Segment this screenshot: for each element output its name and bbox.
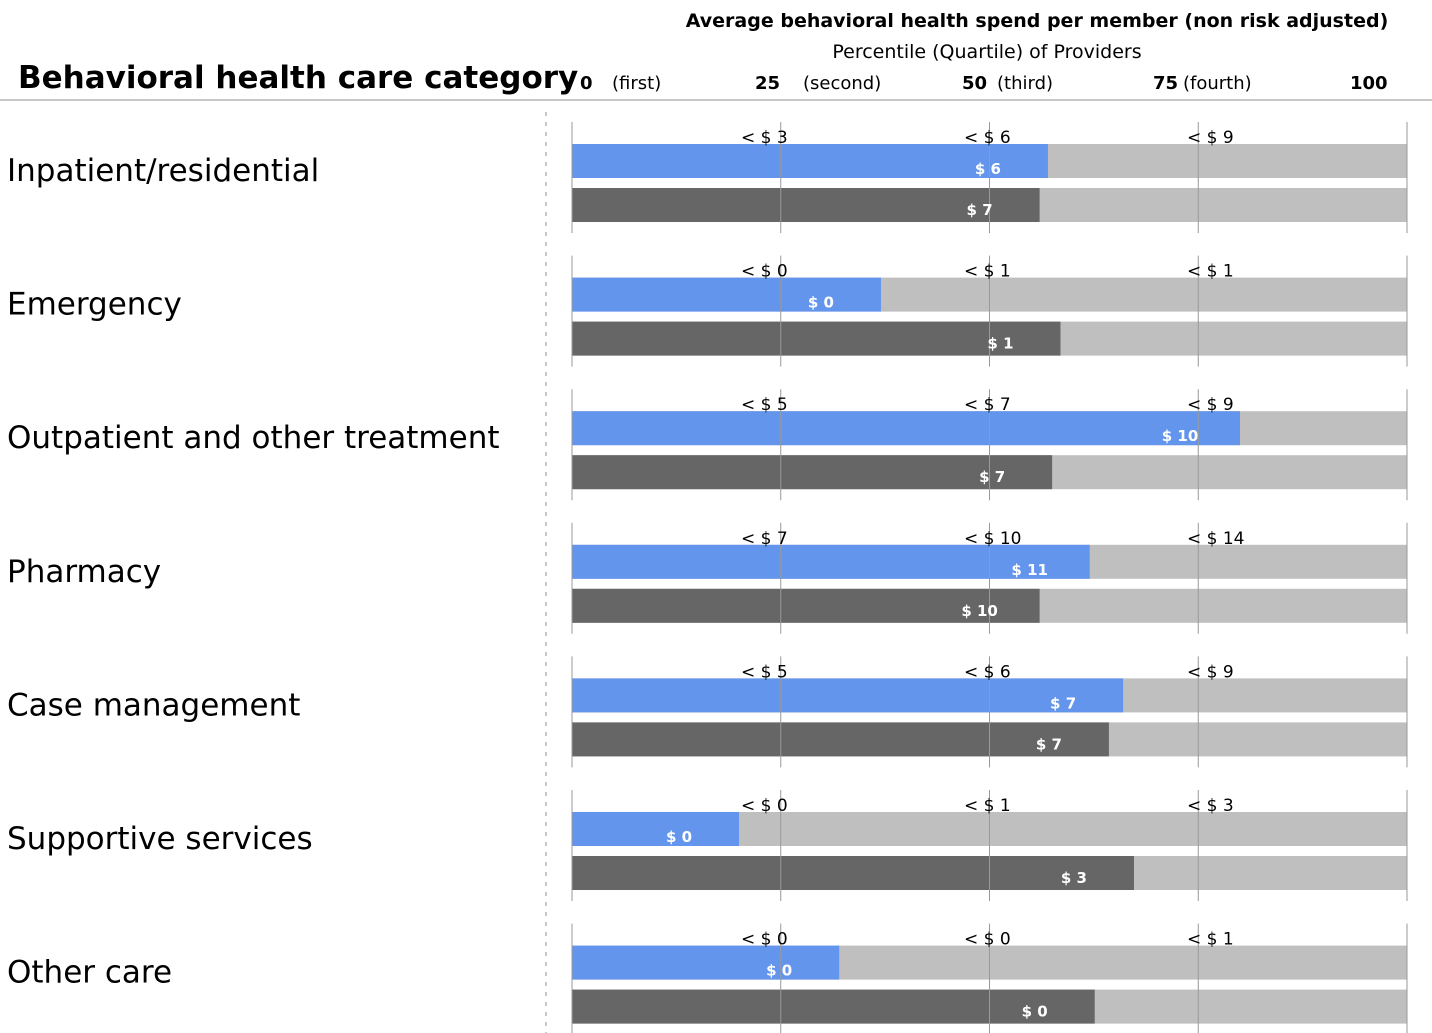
threshold-label-inpatient-residential-1: < $ 3 [741, 128, 788, 148]
scale-tick-qualifier-50: (third) [997, 73, 1053, 94]
threshold-label-case-management-2: < $ 6 [964, 662, 1011, 682]
value-label-emergency-series-1: $ 0 [808, 294, 834, 312]
threshold-label-supportive-services-3: < $ 3 [1187, 796, 1234, 816]
bar-case-management-series-2 [572, 722, 1109, 757]
scale-tick-75: 75 [1153, 73, 1178, 94]
threshold-label-emergency-1: < $ 0 [741, 262, 788, 282]
category-header: Behavioral health care category [18, 60, 578, 96]
threshold-label-other-care-3: < $ 1 [1187, 930, 1234, 950]
category-label-pharmacy: Pharmacy [7, 554, 161, 590]
threshold-label-supportive-services-2: < $ 1 [964, 796, 1011, 816]
category-label-other-care: Other care [7, 955, 172, 991]
scale-tick-50: 50 [962, 73, 987, 94]
value-label-emergency-series-2: $ 1 [987, 335, 1013, 353]
value-label-outpatient-and-other-treatment-series-2: $ 7 [979, 468, 1005, 486]
threshold-label-outpatient-and-other-treatment-3: < $ 9 [1187, 395, 1234, 415]
chart-title: Average behavioral health spend per memb… [686, 10, 1389, 32]
value-label-pharmacy-series-2: $ 10 [961, 602, 998, 620]
bar-other-care-series-1 [572, 945, 840, 980]
bar-pharmacy-series-1 [572, 544, 1090, 579]
scale-tick-100: 100 [1350, 73, 1388, 94]
bar-pharmacy-series-2 [572, 588, 1040, 623]
bar-emergency-series-2 [572, 321, 1061, 356]
category-label-emergency: Emergency [7, 287, 182, 323]
bar-outpatient-and-other-treatment-series-2 [572, 455, 1053, 490]
scale-tick-qualifier-75: (fourth) [1183, 73, 1252, 94]
threshold-label-inpatient-residential-3: < $ 9 [1187, 128, 1234, 148]
value-label-other-care-series-2: $ 0 [1022, 1003, 1048, 1021]
value-label-inpatient-residential-series-1: $ 6 [975, 160, 1001, 178]
threshold-label-pharmacy-1: < $ 7 [741, 529, 788, 549]
threshold-label-inpatient-residential-2: < $ 6 [964, 128, 1011, 148]
category-label-outpatient-and-other-treatment: Outpatient and other treatment [7, 420, 500, 456]
category-label-inpatient-residential: Inpatient/residential [7, 153, 319, 189]
value-label-other-care-series-1: $ 0 [766, 962, 792, 980]
bar-emergency-series-1 [572, 277, 881, 312]
bar-outpatient-and-other-treatment-series-1 [572, 411, 1240, 446]
threshold-label-case-management-1: < $ 5 [741, 662, 788, 682]
value-label-inpatient-residential-series-2: $ 7 [967, 201, 993, 219]
threshold-label-outpatient-and-other-treatment-1: < $ 5 [741, 395, 788, 415]
value-label-supportive-services-series-2: $ 3 [1061, 869, 1087, 887]
threshold-label-outpatient-and-other-treatment-2: < $ 7 [964, 395, 1011, 415]
value-label-outpatient-and-other-treatment-series-1: $ 10 [1162, 427, 1199, 445]
category-label-supportive-services: Supportive services [7, 821, 313, 857]
bar-case-management-series-1 [572, 678, 1124, 713]
threshold-label-other-care-1: < $ 0 [741, 930, 788, 950]
threshold-label-pharmacy-3: < $ 14 [1187, 529, 1245, 549]
threshold-label-emergency-3: < $ 1 [1187, 262, 1234, 282]
bar-supportive-services-series-2 [572, 856, 1134, 890]
bar-inpatient-residential-series-1 [572, 144, 1048, 178]
bar-other-care-series-2 [572, 989, 1095, 1024]
chart-subtitle: Percentile (Quartile) of Providers [832, 41, 1141, 63]
bar-inpatient-residential-series-2 [572, 188, 1040, 222]
threshold-label-emergency-2: < $ 1 [964, 262, 1011, 282]
value-label-supportive-services-series-1: $ 0 [666, 828, 692, 846]
threshold-label-supportive-services-1: < $ 0 [741, 796, 788, 816]
scale-tick-25: 25 [755, 73, 780, 94]
category-label-case-management: Case management [7, 687, 300, 723]
scale-tick-0: 0 [580, 73, 593, 94]
threshold-label-other-care-2: < $ 0 [964, 930, 1011, 950]
scale-tick-qualifier-0: (first) [612, 73, 661, 94]
value-label-case-management-series-2: $ 7 [1036, 735, 1062, 753]
scale-tick-qualifier-25: (second) [803, 73, 881, 94]
threshold-label-case-management-3: < $ 9 [1187, 662, 1234, 682]
value-label-pharmacy-series-1: $ 11 [1011, 561, 1048, 579]
threshold-label-pharmacy-2: < $ 10 [964, 529, 1022, 549]
value-label-case-management-series-1: $ 7 [1050, 694, 1076, 712]
bar-supportive-services-series-1 [572, 812, 739, 846]
